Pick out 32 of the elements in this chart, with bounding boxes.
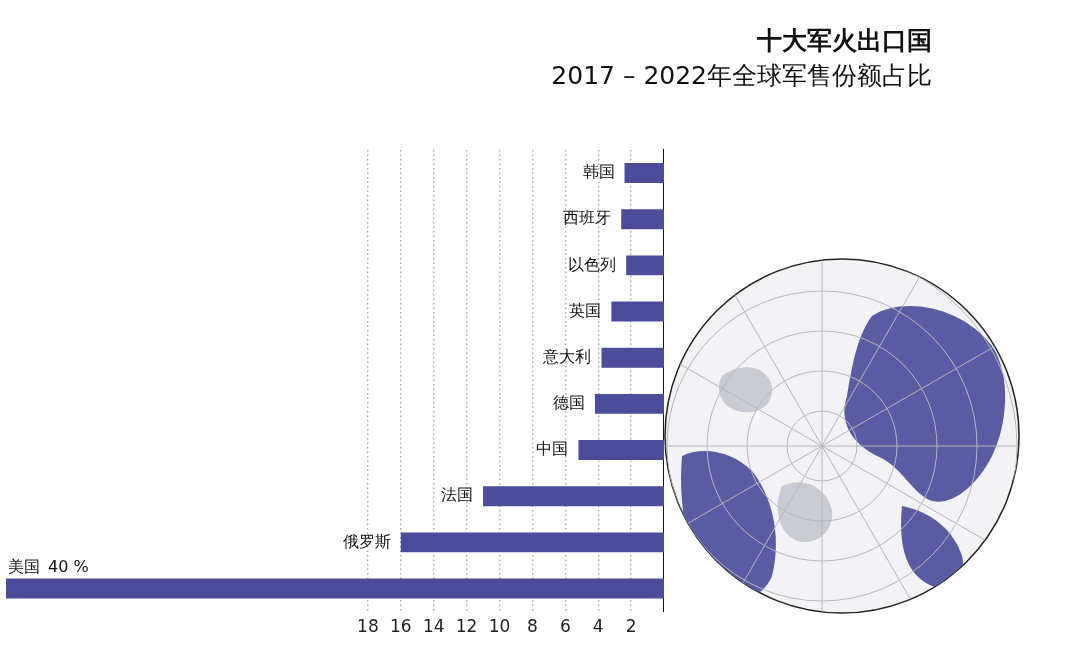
bar <box>626 255 664 276</box>
y-tick-label: 美国 <box>8 556 40 576</box>
bar <box>6 578 664 599</box>
data-label: 40 % <box>48 556 89 576</box>
bar <box>594 393 664 414</box>
bar <box>483 486 664 507</box>
bar <box>400 532 664 553</box>
y-tick-label: 西班牙 <box>563 208 612 228</box>
y-tick-label: 英国 <box>569 300 602 320</box>
y-tick-label: 德国 <box>552 393 585 413</box>
y-tick-label: 意大利 <box>542 346 592 366</box>
x-tick-label: 4 <box>592 616 604 637</box>
x-tick-label: 16 <box>389 616 412 637</box>
y-tick-label: 韩国 <box>582 162 615 182</box>
bar <box>621 209 664 230</box>
bar <box>601 347 664 368</box>
bar <box>624 163 664 184</box>
x-tick-label: 14 <box>422 616 445 637</box>
text: 十大军火出口国 <box>757 26 932 56</box>
x-tick-label: 8 <box>526 616 538 637</box>
x-tick-label: 12 <box>455 616 478 637</box>
y-tick-label: 中国 <box>536 439 569 459</box>
bar <box>611 301 664 322</box>
x-tick-label: 18 <box>357 616 379 637</box>
bar <box>578 440 664 461</box>
x-tick-label: 2 <box>625 616 637 637</box>
y-tick-label: 俄罗斯 <box>342 531 391 551</box>
x-tick-label: 10 <box>488 616 511 637</box>
y-tick-label: 法国 <box>441 485 474 505</box>
x-tick-label: 6 <box>559 616 571 637</box>
y-tick-label: 以色列 <box>568 254 617 274</box>
text: 2017 – 2022年全球军售份额占比 <box>551 60 932 92</box>
